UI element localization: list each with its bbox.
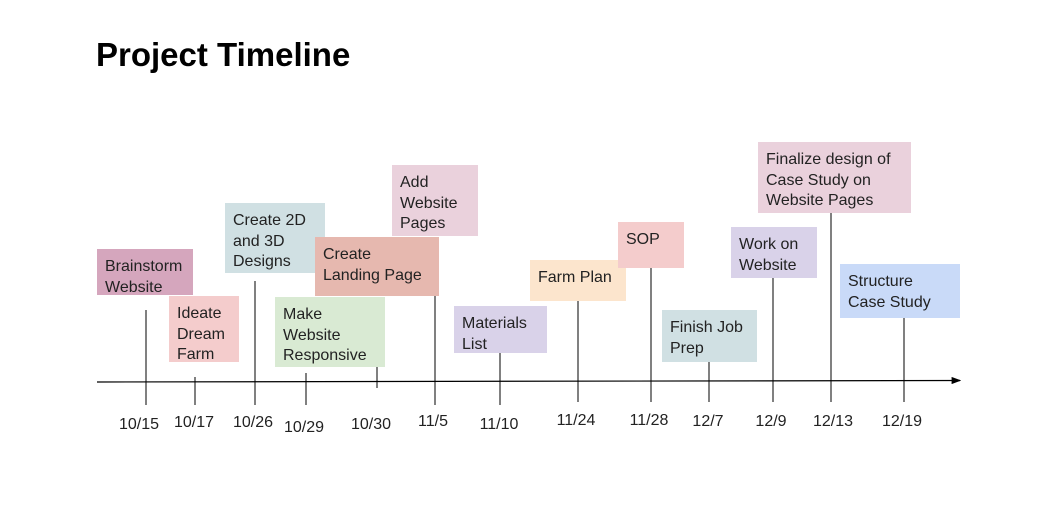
event-box: Farm Plan [530,260,626,301]
event-box: Brainstorm Website [97,249,193,296]
event-box: Work on Website [731,227,817,278]
event-date: 12/13 [812,413,854,430]
event-box: Create 2D and 3D Designs [225,203,325,273]
event-box: Add Website Pages [392,165,478,236]
event-date: 12/9 [755,413,787,430]
event-date: 10/17 [173,414,215,431]
event-box: Finalize design of Case Study on Website… [758,142,911,213]
event-box: SOP [618,222,684,268]
page-title: Project Timeline [96,36,351,73]
event-box: Create Landing Page [315,237,439,296]
event-date: 12/19 [881,413,923,430]
event-date: 11/10 [479,416,519,433]
event-date: 11/28 [629,412,669,429]
event-date: 11/5 [418,413,448,430]
event-box: Materials List [454,306,547,353]
timeline-axis [96,376,962,385]
event-box: Structure Case Study [840,264,960,318]
event-date: 12/7 [692,413,724,430]
event-box: Make Website Responsive [275,297,385,367]
event-box: Finish Job Prep [662,310,757,362]
event-date: 11/24 [556,412,596,429]
event-date: 10/26 [232,414,274,431]
event-date: 10/29 [283,419,325,436]
event-box: Ideate Dream Farm [169,296,239,363]
event-date: 10/30 [350,416,392,433]
event-date: 10/15 [118,416,160,433]
